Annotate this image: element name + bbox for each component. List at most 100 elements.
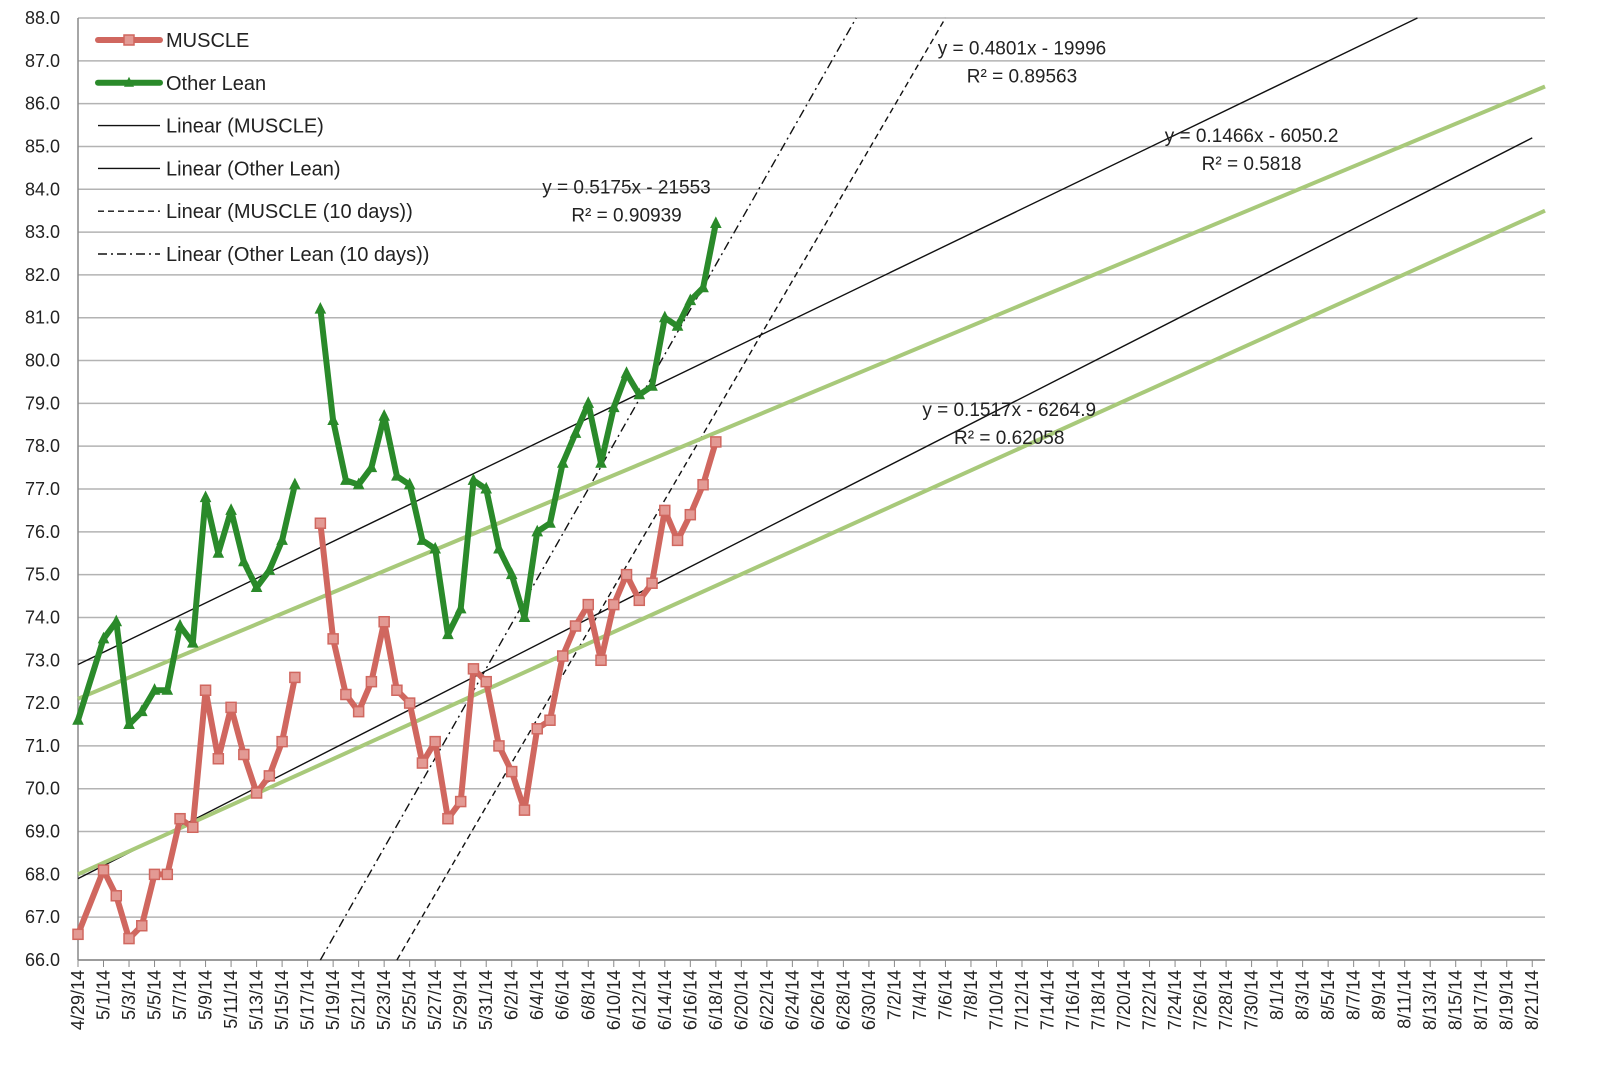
trendline-equation: R² = 0.90939 bbox=[571, 206, 681, 227]
data-point bbox=[186, 636, 199, 648]
gridlines bbox=[77, 17, 1545, 967]
data-point bbox=[595, 654, 607, 667]
x-tick-label: 6/30/14 bbox=[859, 970, 879, 1030]
data-point bbox=[505, 765, 518, 778]
data-point bbox=[493, 740, 505, 752]
data-point bbox=[161, 683, 174, 695]
y-tick-label: 77.0 bbox=[25, 479, 60, 499]
data-series bbox=[72, 216, 722, 945]
y-tick-label: 72.0 bbox=[25, 693, 60, 713]
data-point bbox=[403, 697, 416, 709]
data-point bbox=[238, 748, 250, 761]
data-point bbox=[391, 469, 403, 481]
data-point bbox=[199, 490, 212, 503]
data-point bbox=[556, 456, 569, 468]
y-tick-label: 75.0 bbox=[25, 565, 60, 585]
y-tick-label: 67.0 bbox=[25, 907, 60, 927]
y-tick-label: 78.0 bbox=[25, 436, 60, 456]
x-tick-label: 5/23/14 bbox=[374, 970, 394, 1030]
data-point bbox=[684, 508, 697, 521]
data-point bbox=[454, 601, 467, 614]
x-tick-label: 8/11/14 bbox=[1395, 970, 1415, 1029]
series-line bbox=[317, 438, 719, 822]
data-point bbox=[225, 503, 237, 515]
data-point bbox=[429, 541, 441, 554]
data-point bbox=[646, 577, 658, 589]
y-tick-label: 83.0 bbox=[25, 222, 60, 242]
x-tick-label: 5/9/14 bbox=[196, 970, 216, 1020]
data-point bbox=[289, 671, 301, 684]
x-tick-label: 5/19/14 bbox=[323, 970, 343, 1030]
data-point bbox=[671, 319, 684, 331]
x-tick-label: 7/6/14 bbox=[935, 970, 955, 1020]
x-tick-label: 7/8/14 bbox=[961, 970, 981, 1020]
data-point bbox=[135, 704, 148, 717]
x-tick-label: 7/28/14 bbox=[1216, 970, 1236, 1030]
data-point bbox=[544, 516, 556, 528]
x-tick-label: 7/20/14 bbox=[1114, 970, 1134, 1030]
x-tick-label: 5/5/14 bbox=[145, 970, 165, 1020]
data-point bbox=[531, 723, 543, 735]
legend-label: Other Lean bbox=[166, 73, 266, 95]
x-tick-label: 5/29/14 bbox=[451, 970, 471, 1030]
data-point bbox=[607, 400, 620, 413]
x-tick-label: 7/30/14 bbox=[1242, 970, 1262, 1030]
green-band-line bbox=[77, 84, 1546, 701]
x-tick-label: 6/16/14 bbox=[680, 970, 700, 1030]
data-point bbox=[263, 770, 276, 782]
x-tick-label: 6/18/14 bbox=[706, 970, 726, 1030]
y-tick-label: 80.0 bbox=[25, 351, 60, 371]
data-point bbox=[671, 534, 684, 547]
y-tick-label: 66.0 bbox=[25, 950, 60, 970]
data-point bbox=[136, 919, 148, 932]
x-tick-label: 5/3/14 bbox=[119, 970, 139, 1020]
data-point bbox=[710, 216, 722, 229]
data-point bbox=[697, 280, 709, 293]
x-tick-label: 5/7/14 bbox=[170, 970, 190, 1020]
x-tick-label: 5/1/14 bbox=[94, 970, 114, 1020]
data-point bbox=[429, 735, 441, 748]
data-point bbox=[110, 890, 123, 902]
x-tick-label: 5/17/14 bbox=[298, 970, 318, 1030]
data-point bbox=[531, 524, 544, 537]
trendline bbox=[77, 137, 1533, 880]
trendline-equations: y = 0.5175x - 21553 R² = 0.90939 y = 0.480… bbox=[542, 38, 1338, 449]
trendline-equation: y = 0.4801x - 19996 bbox=[938, 38, 1107, 59]
x-tick-label: 5/13/14 bbox=[247, 970, 267, 1030]
data-point bbox=[340, 473, 352, 485]
data-point bbox=[442, 812, 454, 825]
x-tick-label: 8/13/14 bbox=[1420, 970, 1440, 1030]
x-tick-label: 6/8/14 bbox=[578, 970, 598, 1020]
legend-label: Linear (MUSCLE (10 days)) bbox=[166, 201, 413, 223]
y-tick-label: 81.0 bbox=[25, 308, 60, 328]
legend-label: Linear (Other Lean) bbox=[166, 158, 341, 180]
data-point bbox=[174, 812, 186, 825]
data-point bbox=[454, 795, 467, 808]
data-point bbox=[595, 456, 607, 468]
series-line bbox=[75, 481, 298, 728]
x-tick-label: 5/27/14 bbox=[425, 970, 445, 1030]
x-tick-label: 5/15/14 bbox=[272, 970, 292, 1030]
x-tick-label: 8/19/14 bbox=[1497, 970, 1517, 1030]
data-point bbox=[569, 620, 582, 632]
data-point bbox=[352, 477, 365, 490]
y-tick-label: 82.0 bbox=[25, 265, 60, 285]
data-point bbox=[327, 633, 339, 645]
data-point bbox=[378, 615, 390, 628]
x-tick-label: 6/20/14 bbox=[731, 970, 751, 1030]
data-point bbox=[658, 310, 671, 323]
data-point bbox=[314, 517, 327, 530]
y-tick-label: 88.0 bbox=[25, 8, 60, 28]
x-tick-label: 6/24/14 bbox=[782, 970, 802, 1030]
x-tick-label: 8/3/14 bbox=[1293, 970, 1313, 1020]
x-tick-label: 8/9/14 bbox=[1369, 970, 1389, 1020]
x-tick-label: 7/4/14 bbox=[910, 970, 930, 1020]
data-point bbox=[646, 379, 658, 391]
data-point bbox=[276, 735, 288, 748]
x-tick-label: 8/15/14 bbox=[1446, 970, 1466, 1030]
data-point bbox=[225, 701, 237, 714]
data-point bbox=[238, 554, 250, 567]
data-point bbox=[633, 387, 646, 400]
y-tick-label: 68.0 bbox=[25, 864, 60, 884]
